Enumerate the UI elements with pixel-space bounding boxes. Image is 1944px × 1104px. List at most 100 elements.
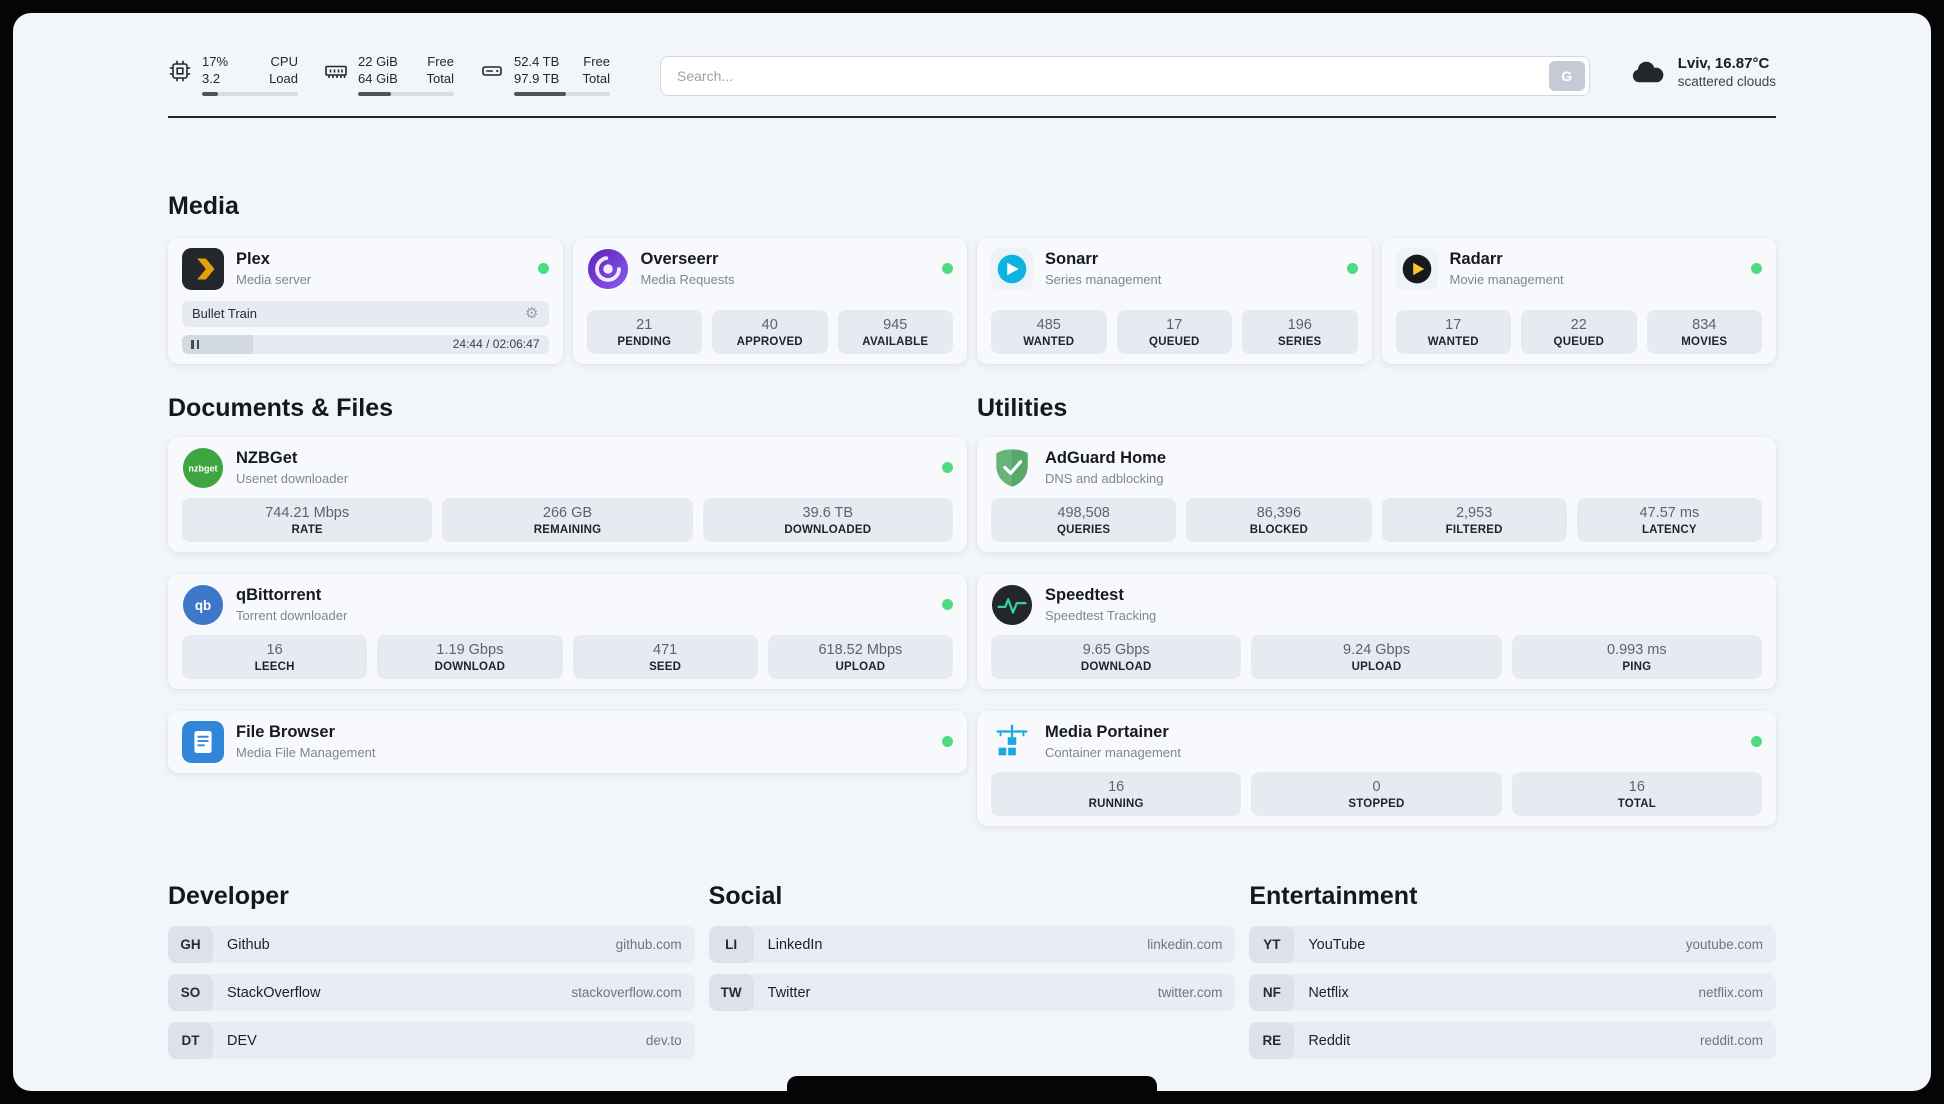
bookmark-dev[interactable]: DT DEV dev.to xyxy=(168,1022,695,1060)
bookmark-name: StackOverflow xyxy=(227,984,321,1001)
player-progress-bar[interactable]: 24:44 / 02:06:47 xyxy=(182,334,549,354)
utilities-column: Utilities xyxy=(977,394,1776,826)
app-titles: Overseerr Media Requests xyxy=(641,250,735,287)
adguard-icon xyxy=(991,447,1033,489)
stat-label: UPLOAD xyxy=(1351,660,1402,673)
bookmark-twitter[interactable]: TW Twitter twitter.com xyxy=(708,974,1236,1012)
player-progress-fill xyxy=(182,334,254,354)
bookmark-abbr: SO xyxy=(168,974,213,1012)
stat-label: FILTERED xyxy=(1445,523,1503,536)
stat-label: WANTED xyxy=(1427,335,1479,348)
stat-value: 40 xyxy=(761,316,778,333)
stat-queries: 498,508 QUERIES xyxy=(991,497,1177,542)
cpu-icon xyxy=(168,59,192,83)
app-card-filebrowser[interactable]: File Browser Media File Management xyxy=(168,710,967,773)
card-header: Speedtest Speedtest Tracking xyxy=(991,584,1762,626)
stat-seed: 471 SEED xyxy=(572,634,758,679)
bookmark-domain: twitter.com xyxy=(1157,985,1223,1001)
bookmark-abbr: TW xyxy=(708,974,754,1012)
stat-value: 21 xyxy=(636,316,653,333)
status-dot xyxy=(537,263,549,275)
bookmark-domain: youtube.com xyxy=(1685,937,1763,953)
app-title: Sonarr xyxy=(1045,250,1099,269)
section-title-documents: Documents & Files xyxy=(168,393,394,422)
cpu-percent: 17% xyxy=(202,54,229,69)
app-card-adguard[interactable]: AdGuard Home DNS and adblocking 498,508 … xyxy=(977,436,1776,552)
stat-queued: 17 QUEUED xyxy=(1116,309,1232,354)
status-dot xyxy=(942,599,953,610)
app-title: qBittorrent xyxy=(236,586,322,604)
qbittorrent-icon: qb xyxy=(182,584,224,626)
status-dot xyxy=(942,736,953,747)
stat-value: 9.65 Gbps xyxy=(1082,641,1150,658)
stat-label: RATE xyxy=(291,523,323,536)
bookmark-name: Twitter xyxy=(767,984,811,1001)
bookmark-stackoverflow[interactable]: SO StackOverflow stackoverflow.com xyxy=(168,974,695,1012)
bookmark-abbr: DT xyxy=(168,1022,213,1060)
stat-label: QUEUED xyxy=(1553,335,1604,348)
entertainment-column: Entertainment YT YouTube youtube.com NF … xyxy=(1249,882,1776,1071)
stat-label: DOWNLOAD xyxy=(1080,660,1152,673)
stat-value: 196 xyxy=(1287,316,1312,333)
app-card-speedtest[interactable]: Speedtest Speedtest Tracking 9.65 Gbps D… xyxy=(977,573,1776,689)
app-card-portainer[interactable]: Media Portainer Container management 16 … xyxy=(977,710,1776,826)
app-card-overseerr[interactable]: Overseerr Media Requests 21 PENDING 40 A… xyxy=(572,237,967,364)
bookmark-name: YouTube xyxy=(1308,936,1366,953)
cpu-label: CPU xyxy=(270,54,298,69)
bookmark-reddit[interactable]: RE Reddit reddit.com xyxy=(1249,1022,1776,1060)
disk-progress-fill xyxy=(514,92,566,96)
ram-total-value: 64 GiB xyxy=(358,71,398,86)
svg-text:qb: qb xyxy=(195,597,211,612)
stat-value: 485 xyxy=(1036,316,1061,333)
app-title: Radarr xyxy=(1449,250,1503,269)
pause-icon[interactable] xyxy=(191,339,199,349)
disk-readout: 52.4 TB 97.9 TB Free Total xyxy=(514,53,610,96)
ram-widget: 22 GiB 64 GiB Free Total xyxy=(324,53,454,96)
stat-download: 1.19 Gbps DOWNLOAD xyxy=(377,634,563,679)
app-card-qbittorrent[interactable]: qb qBittorrent Torrent downloader xyxy=(168,573,967,689)
stat-pending: 21 PENDING xyxy=(586,309,702,354)
filebrowser-icon xyxy=(182,720,224,763)
app-card-sonarr[interactable]: Sonarr Series management 485 WANTED 17 Q… xyxy=(977,237,1372,364)
stat-value: 17 xyxy=(1166,316,1183,333)
search-input[interactable] xyxy=(660,56,1590,96)
stats-row: 21 PENDING 40 APPROVED 945 AVAILABLE xyxy=(586,309,953,354)
stat-wanted: 17 WANTED xyxy=(1395,309,1511,354)
bookmark-github[interactable]: GH Github github.com xyxy=(168,926,695,964)
app-subtitle: Media File Management xyxy=(236,745,376,760)
app-subtitle: Series management xyxy=(1045,272,1162,288)
stat-value: 1.19 Gbps xyxy=(436,641,504,658)
bookmark-abbr: GH xyxy=(168,926,213,964)
app-title: NZBGet xyxy=(236,449,298,467)
app-card-plex[interactable]: Plex Media server Bullet Train ⚙ 24:44 /… xyxy=(168,237,563,364)
app-titles: File Browser Media File Management xyxy=(236,723,375,760)
app-titles: Radarr Movie management xyxy=(1450,250,1564,287)
stat-value: 86,396 xyxy=(1256,504,1302,521)
bookmark-name: Github xyxy=(227,936,270,953)
ram-icon xyxy=(324,59,348,83)
app-card-radarr[interactable]: Radarr Movie management 17 WANTED 22 QUE… xyxy=(1381,237,1776,364)
search-engine-button[interactable]: G xyxy=(1548,61,1585,91)
gear-icon[interactable]: ⚙ xyxy=(525,305,539,323)
stats-row: 16 LEECH 1.19 Gbps DOWNLOAD 471 SEED xyxy=(182,634,953,679)
stat-label: APPROVED xyxy=(736,335,803,348)
card-header: Media Portainer Container management xyxy=(991,721,1762,763)
cpu-readout: 17% 3.2 CPU Load xyxy=(202,53,298,96)
stat-label: SERIES xyxy=(1278,335,1322,348)
sonarr-icon xyxy=(991,247,1033,290)
bookmark-youtube[interactable]: YT YouTube youtube.com xyxy=(1249,926,1776,964)
stat-value: 22 xyxy=(1570,316,1587,333)
status-dot xyxy=(942,263,953,275)
stat-rate: 744.21 Mbps RATE xyxy=(182,497,433,542)
bookmark-linkedin[interactable]: LI LinkedIn linkedin.com xyxy=(708,926,1236,964)
bookmark-netflix[interactable]: NF Netflix netflix.com xyxy=(1249,974,1776,1012)
stat-label: DOWNLOADED xyxy=(784,523,872,536)
overseerr-icon xyxy=(587,248,629,290)
stat-value: 266 GB xyxy=(542,504,593,521)
stat-value: 47.57 ms xyxy=(1639,504,1700,521)
stats-row: 744.21 Mbps RATE 266 GB REMAINING 39.6 T… xyxy=(182,497,953,542)
social-column: Social LI LinkedIn linkedin.com TW Twitt… xyxy=(708,882,1236,1023)
app-card-nzbget[interactable]: nzbget NZBGet Usenet downloader 74 xyxy=(168,436,967,552)
cloud-icon xyxy=(1630,57,1666,87)
ram-free-value: 22 GiB xyxy=(358,54,398,69)
